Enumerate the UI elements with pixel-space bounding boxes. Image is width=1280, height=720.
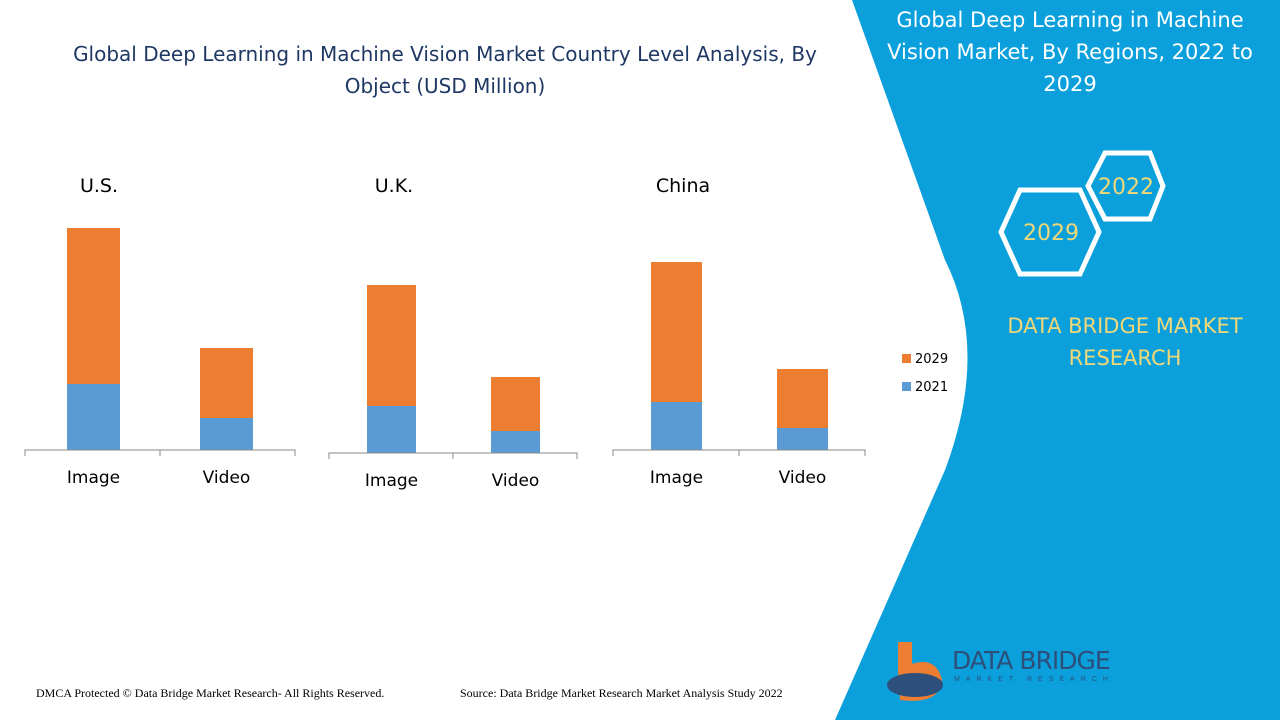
- logo-name: DATA BRIDGE: [952, 646, 1111, 675]
- hexagon-2022: [1085, 150, 1166, 222]
- source-text: Source: Data Bridge Market Research Mark…: [460, 686, 783, 700]
- brand-text: DATA BRIDGE MARKET RESEARCH: [1007, 314, 1243, 370]
- legend-swatch-2021: [902, 382, 911, 391]
- x-axis: [612, 449, 866, 456]
- panel-title: U.K.: [375, 175, 413, 197]
- category-label: Video: [779, 468, 827, 488]
- side-title: Global Deep Learning in Machine Vision M…: [887, 8, 1253, 96]
- hexagon-2029: [998, 187, 1102, 277]
- bar-2021-image: [651, 402, 702, 450]
- bar-2029-video: [491, 377, 540, 431]
- panel-title: China: [656, 175, 710, 197]
- logo-sub: MARKET RESEARCH: [954, 676, 1114, 683]
- bar-2021-video: [777, 428, 828, 450]
- legend-label-2021: 2021: [915, 380, 948, 395]
- legend-swatch-2029: [902, 354, 911, 363]
- category-label: Video: [492, 471, 540, 491]
- category-label: Image: [67, 468, 120, 488]
- category-label: Image: [365, 471, 418, 491]
- bar-2029-image: [651, 262, 702, 402]
- bar-2021-video: [491, 431, 540, 453]
- legend-label-2029: 2029: [915, 352, 948, 367]
- dmca-text: DMCA Protected © Data Bridge Market Rese…: [36, 686, 385, 700]
- bar-2029-image: [67, 228, 120, 384]
- bar-2021-video: [200, 418, 253, 450]
- bar-2029-video: [200, 348, 253, 418]
- bar-2029-video: [777, 369, 828, 428]
- chart-title: Global Deep Learning in Machine Vision M…: [73, 42, 817, 98]
- bar-2021-image: [67, 384, 120, 450]
- x-axis: [328, 452, 578, 459]
- panel-title: U.S.: [80, 175, 118, 197]
- hex-label-2029: 2029: [1023, 221, 1079, 246]
- logo-icon: [887, 642, 943, 701]
- bar-2029-image: [367, 285, 416, 406]
- hex-label-2022: 2022: [1098, 175, 1154, 200]
- blue-panel: [835, 0, 1280, 720]
- category-label: Video: [203, 468, 251, 488]
- bar-2021-image: [367, 406, 416, 453]
- x-axis: [24, 449, 296, 456]
- category-label: Image: [650, 468, 703, 488]
